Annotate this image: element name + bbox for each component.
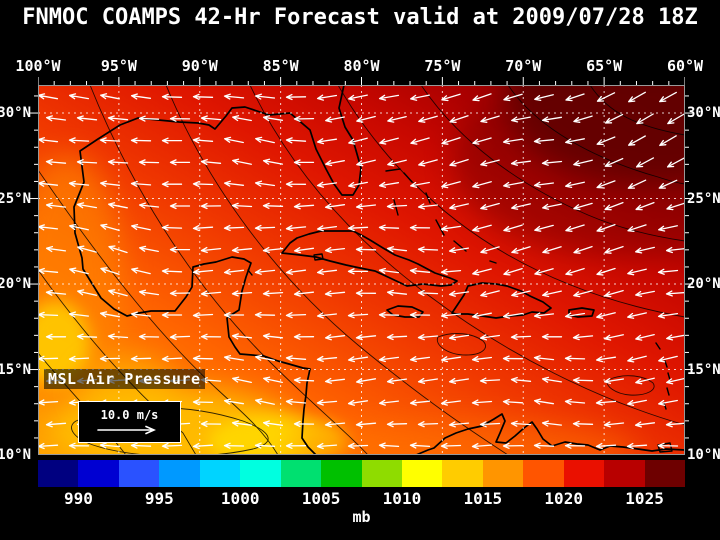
colorbar-cell	[159, 460, 200, 487]
colorbar-cell	[199, 460, 241, 487]
wind-scale-arrow-icon	[96, 425, 156, 435]
latitude-tick-marks-left	[30, 95, 38, 439]
map-border	[38, 85, 685, 455]
colorbar-tick-label: 1025	[625, 489, 664, 508]
coastline-north-central-america	[73, 85, 362, 455]
lon-label: 95°W	[100, 57, 137, 75]
coastline-cuba	[281, 230, 458, 287]
colorbar-tick-label: 1000	[220, 489, 260, 508]
lat-label: 25°N	[0, 190, 31, 207]
latitude-tick-marks-right	[685, 95, 693, 439]
lat-label: 30°N	[687, 105, 720, 122]
colorbar-cell	[523, 460, 564, 487]
lon-label: 70°W	[505, 57, 542, 75]
latlon-gridlines	[38, 85, 685, 455]
longitude-axis: 100°W 95°W 90°W 85°W 80°W 75°W 70°W 65°W 60°W	[15, 57, 703, 77]
lat-label: 15°N	[687, 361, 720, 378]
colorbar-tick-label: 1015	[463, 489, 503, 508]
lon-label: 100°W	[15, 57, 61, 75]
coastline-hispaniola	[451, 282, 552, 319]
figure-title: FNMOC COAMPS 42-Hr Forecast valid at 200…	[22, 5, 698, 30]
lon-label: 65°W	[586, 57, 623, 75]
colorbar-cell	[38, 460, 79, 487]
colorbar-cell	[482, 460, 524, 487]
colorbar-cell	[78, 460, 119, 487]
colorbar-cell	[240, 460, 281, 487]
field-name-label: MSL Air Pressure	[44, 369, 205, 389]
lat-label: 15°N	[0, 361, 31, 378]
colorbar-unit-label: mb	[352, 508, 371, 526]
colorbar-tick-label: 995	[144, 489, 174, 508]
lon-label: 75°W	[424, 57, 461, 75]
coastline-bahamas	[385, 168, 497, 264]
colorbar-cell	[563, 460, 605, 487]
coastline-small-islands	[247, 253, 324, 276]
colorbar-cell	[280, 460, 322, 487]
colorbar-cell	[361, 460, 402, 487]
colorbar-tick-label: 990	[63, 489, 93, 508]
colorbar-tick-labels: 990 995 1000 1005 1010 1015 1020 1025	[38, 489, 685, 508]
colorbar	[38, 460, 685, 487]
colorbar-cell	[604, 460, 645, 487]
latitude-axis-left: 30°N 25°N 20°N 15°N 10°N	[0, 85, 34, 463]
lon-label: 60°W	[666, 57, 704, 75]
lat-label: 10°N	[687, 447, 720, 464]
coastline-south-america	[415, 413, 685, 455]
colorbar-tick-label: 1010	[382, 489, 422, 508]
lat-label: 30°N	[0, 105, 31, 122]
lon-label: 85°W	[262, 57, 299, 75]
colorbar-cell	[118, 460, 160, 487]
colorbar-cell	[401, 460, 443, 487]
coastline-lesser-antilles	[655, 342, 673, 453]
wind-scale-value: 10.0 m/s	[100, 408, 159, 422]
lon-label: 80°W	[343, 57, 380, 75]
lat-label: 20°N	[0, 276, 31, 293]
latitude-axis-right: 30°N 25°N 20°N 15°N 10°N	[686, 85, 720, 463]
longitude-tick-marks	[38, 77, 685, 85]
map-canvas	[38, 85, 685, 455]
lat-label: 25°N	[687, 190, 720, 207]
lon-label: 90°W	[181, 57, 218, 75]
pressure-map	[38, 85, 685, 455]
lat-label: 20°N	[687, 276, 720, 293]
colorbar-cell	[321, 460, 362, 487]
colorbar-cell	[644, 460, 685, 487]
colorbar-tick-label: 1005	[301, 489, 341, 508]
colorbar-cell	[442, 460, 483, 487]
lat-label: 10°N	[0, 447, 31, 464]
wind-scale-legend: 10.0 m/s	[78, 401, 181, 443]
colorbar-tick-label: 1020	[544, 489, 583, 508]
